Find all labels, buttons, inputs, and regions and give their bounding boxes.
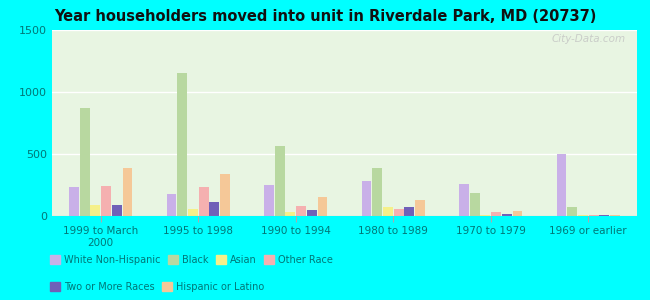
Bar — [177, 74, 187, 216]
Bar — [383, 207, 393, 216]
Bar — [275, 146, 285, 216]
Bar — [502, 214, 512, 216]
Bar — [318, 197, 328, 216]
Bar — [578, 215, 588, 216]
Bar — [415, 200, 425, 216]
Bar — [610, 215, 620, 216]
Legend: White Non-Hispanic, Black, Asian, Other Race: White Non-Hispanic, Black, Asian, Other … — [50, 255, 333, 265]
Bar — [491, 212, 501, 216]
Bar — [296, 206, 306, 216]
Bar — [470, 193, 480, 216]
Bar — [372, 168, 382, 216]
Bar — [556, 154, 566, 216]
Bar — [166, 194, 176, 216]
Bar — [307, 210, 317, 216]
Bar — [101, 186, 111, 216]
Bar — [264, 185, 274, 216]
Legend: Two or More Races, Hispanic or Latino: Two or More Races, Hispanic or Latino — [50, 282, 265, 292]
Bar — [361, 181, 371, 216]
Text: City-Data.com: City-Data.com — [551, 34, 625, 44]
Bar — [394, 209, 404, 216]
Bar — [599, 215, 609, 216]
Bar — [220, 174, 230, 216]
Bar — [567, 207, 577, 216]
Bar — [80, 108, 90, 216]
Bar — [209, 202, 219, 216]
Bar — [459, 184, 469, 216]
Bar — [480, 215, 490, 216]
Bar — [285, 212, 295, 216]
Bar — [513, 211, 523, 216]
Bar — [404, 207, 414, 216]
Bar — [112, 205, 122, 216]
Bar — [69, 188, 79, 216]
Bar — [589, 215, 599, 216]
Bar — [188, 209, 198, 216]
Bar — [90, 206, 100, 216]
Bar — [123, 168, 133, 216]
Bar — [199, 188, 209, 216]
Text: Year householders moved into unit in Riverdale Park, MD (20737): Year householders moved into unit in Riv… — [54, 9, 596, 24]
